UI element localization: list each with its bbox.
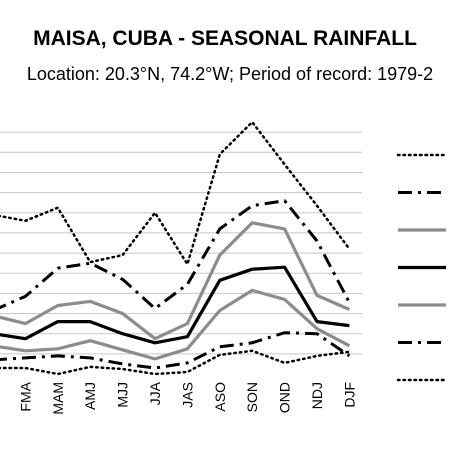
x-tick-label: NDJ <box>309 382 325 409</box>
series-line-3 <box>0 221 351 341</box>
x-tick-label: JJA <box>147 381 163 405</box>
x-tick-label: JFM <box>0 382 1 409</box>
legend <box>396 153 448 382</box>
series-line-2 <box>0 199 351 310</box>
series-line-6 <box>0 331 351 370</box>
x-tick-label: AMJ <box>82 382 98 410</box>
series-line-1 <box>0 120 351 266</box>
chart-subtitle: Location: 20.3°N, 74.2°W; Period of reco… <box>27 64 433 84</box>
chart-title: MAISA, CUBA - SEASONAL RAINFALL <box>33 27 417 50</box>
x-tick-label: FMA <box>17 381 33 411</box>
series-line-5 <box>0 288 351 361</box>
series-line-4 <box>0 265 350 345</box>
x-tick-label: JAS <box>179 382 195 408</box>
series-lines <box>0 120 351 376</box>
x-tick-label: OND <box>277 382 293 413</box>
x-tick-label: MJJ <box>115 382 131 408</box>
x-tick-label: SON <box>244 382 260 412</box>
series-line-7 <box>0 349 351 376</box>
x-axis-ticks: JFM FMA MAM AMJ MJJ JJA JAS ASO SON OND NDJ DJF <box>0 381 357 414</box>
x-tick-label: MAM <box>50 382 66 415</box>
x-tick-label: DJF <box>341 382 357 408</box>
x-tick-label: ASO <box>212 382 228 412</box>
